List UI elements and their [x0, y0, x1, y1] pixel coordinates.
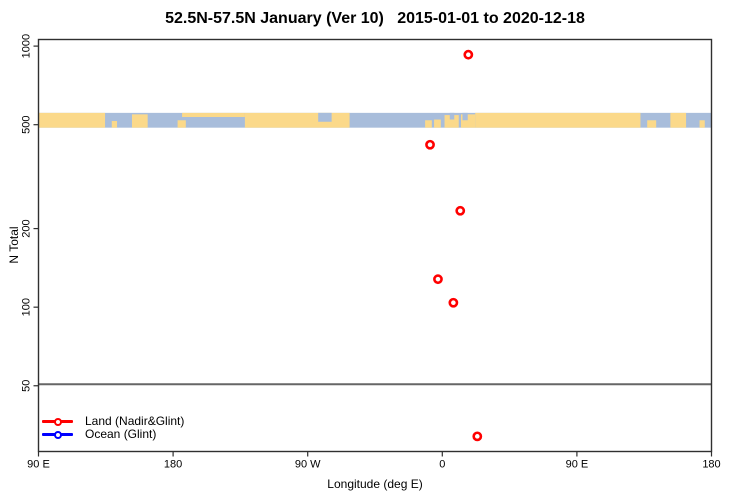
- y-tick-label: 500: [21, 116, 33, 134]
- data-point: [448, 297, 459, 308]
- legend: Land (Nadir&Glint) Ocean (Glint): [42, 415, 184, 441]
- legend-circle-icon: [53, 417, 62, 426]
- x-axis-title: Longitude (deg E): [327, 477, 423, 491]
- map-band-land-segment: [699, 120, 705, 128]
- map-band-ocean-patch: [462, 112, 468, 121]
- legend-label-land: Land (Nadir&Glint): [85, 414, 185, 428]
- data-point: [433, 274, 443, 285]
- y-tick-label: 100: [21, 298, 33, 316]
- data-point: [472, 431, 483, 442]
- data-point: [463, 49, 474, 60]
- map-band-land-segment: [182, 112, 245, 118]
- map-band-land-segment: [444, 115, 459, 128]
- legend-label-ocean: Ocean (Glint): [85, 427, 157, 441]
- map-band-land-segment: [38, 112, 106, 128]
- chart-title: 52.5N-57.5N January (Ver 10) 2015-01-01 …: [165, 10, 585, 27]
- map-band-land-segment: [475, 112, 641, 128]
- x-tick-label: 180: [164, 459, 182, 471]
- map-band-ocean-patch: [449, 112, 455, 120]
- map-band-land-segment: [670, 112, 687, 128]
- legend-item-land: Land (Nadir&Glint): [42, 415, 184, 428]
- ocean-series-marker-icon: [42, 429, 73, 440]
- y-tick-label: 50: [21, 380, 33, 392]
- map-band-land-segment: [111, 121, 118, 128]
- x-tick-label: 0: [439, 459, 445, 471]
- map-band-land-segment: [425, 120, 432, 128]
- data-point: [455, 205, 466, 216]
- y-tick-label: 200: [21, 219, 33, 237]
- map-band-land-segment: [244, 112, 350, 128]
- legend-circle-icon: [53, 430, 62, 439]
- x-tick-label: 90 W: [295, 459, 321, 471]
- map-band-land-segment: [434, 119, 441, 128]
- x-tick-label: 180: [702, 459, 720, 471]
- x-tick-label: 90 E: [566, 459, 589, 471]
- legend-item-ocean: Ocean (Glint): [42, 428, 184, 441]
- x-tick-label: 90 E: [27, 459, 50, 471]
- data-point: [425, 139, 435, 150]
- map-band-land-segment: [131, 114, 148, 128]
- map-band-land-segment: [647, 120, 657, 128]
- land-series-marker-icon: [42, 416, 73, 427]
- plot-border: [37, 38, 713, 453]
- map-band-land-segment: [177, 120, 186, 128]
- y-tick-label: 1000: [21, 34, 33, 58]
- map-band-ocean-patch: [318, 112, 332, 122]
